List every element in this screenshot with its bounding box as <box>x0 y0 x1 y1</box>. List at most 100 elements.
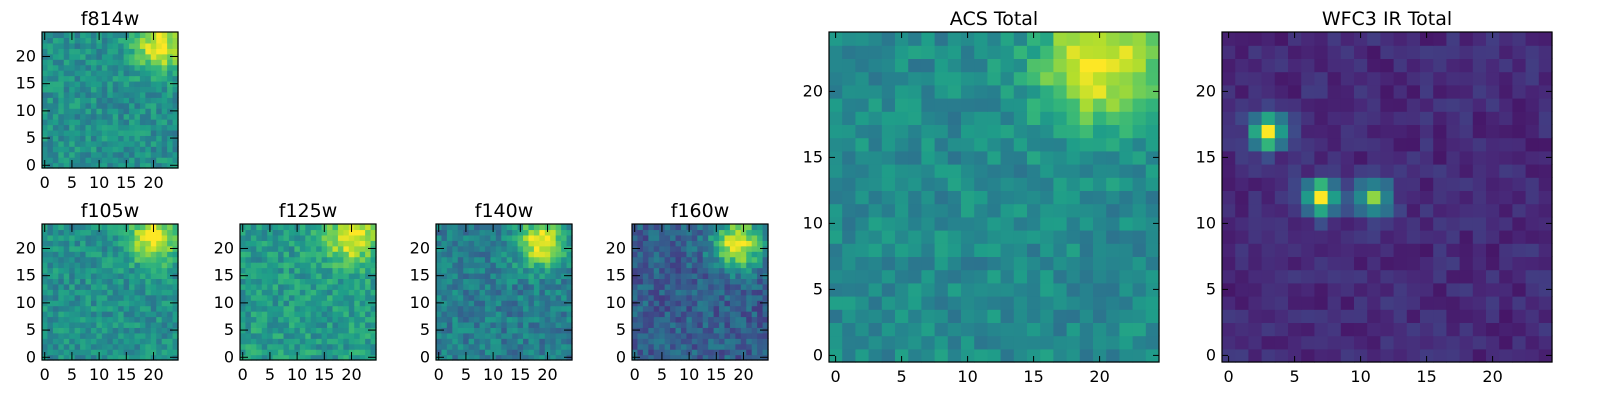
heatmap-cell <box>272 262 279 269</box>
heatmap-cell <box>245 224 252 231</box>
heatmap-cell <box>1367 282 1381 297</box>
heatmap-cell <box>523 262 530 269</box>
heatmap-cell <box>719 240 726 247</box>
heatmap-cell <box>713 272 720 279</box>
heatmap-cell <box>1314 216 1329 231</box>
heatmap-cell <box>256 272 263 279</box>
heatmap-cell <box>708 251 715 258</box>
heatmap-cell <box>129 157 136 164</box>
heatmap-cell <box>895 164 909 178</box>
heatmap-cell <box>1235 309 1249 323</box>
heatmap-cell <box>653 332 660 339</box>
heatmap-cell <box>337 256 344 263</box>
heatmap-cell <box>80 321 87 328</box>
heatmap-cell <box>74 229 81 236</box>
heatmap-cell <box>1393 309 1408 323</box>
heatmap-cell <box>740 240 747 247</box>
heatmap-cell <box>112 272 119 279</box>
heatmap-cell <box>123 37 130 44</box>
heatmap-cell <box>343 327 350 334</box>
heatmap-cell <box>490 251 497 258</box>
heatmap-cell <box>1512 71 1527 86</box>
heatmap-cell <box>490 294 497 301</box>
heatmap-cell <box>343 289 350 296</box>
heatmap-cell <box>118 224 125 231</box>
heatmap-cell <box>484 311 491 318</box>
heatmap-cell <box>1261 124 1276 139</box>
heatmap-cell <box>90 80 97 87</box>
x-tick-label: 10 <box>1350 367 1370 386</box>
heatmap-cell <box>134 278 141 285</box>
heatmap-cell <box>881 32 896 46</box>
heatmap-cell <box>934 296 949 310</box>
heatmap-cell <box>129 119 136 126</box>
heatmap-cell <box>686 267 693 274</box>
heatmap-cell <box>895 124 909 139</box>
heatmap-cell <box>670 262 677 269</box>
heatmap-cell <box>1274 243 1289 257</box>
heatmap-cell <box>1027 190 1041 205</box>
heatmap-cell <box>1066 58 1081 73</box>
heatmap-cell <box>868 282 883 297</box>
heatmap-cell <box>145 70 152 77</box>
heatmap-cell <box>868 296 883 310</box>
heatmap-cell <box>1340 282 1355 297</box>
heatmap-cell <box>632 234 639 241</box>
heatmap-cell <box>1525 84 1540 99</box>
heatmap-cell <box>365 294 372 301</box>
heatmap-cell <box>1393 45 1408 59</box>
heatmap-cell <box>1079 177 1094 191</box>
heatmap-cell <box>1040 137 1054 152</box>
heatmap-cell <box>452 224 459 231</box>
heatmap-cell <box>118 59 125 66</box>
heatmap-cell <box>1340 230 1355 244</box>
heatmap-cell <box>697 234 704 241</box>
heatmap-cell <box>337 278 344 285</box>
heatmap-cell <box>250 256 257 263</box>
heatmap-cell <box>517 321 524 328</box>
heatmap-cell <box>63 146 70 153</box>
heatmap-cell <box>463 251 470 258</box>
heatmap-cell <box>42 119 49 126</box>
heatmap-cell <box>1066 98 1081 112</box>
heatmap-cell <box>123 332 130 339</box>
heatmap-cell <box>145 162 152 169</box>
heatmap-cell <box>69 42 76 49</box>
heatmap-cell <box>908 322 922 337</box>
heatmap-cell <box>321 283 328 290</box>
heatmap-cell <box>1472 322 1487 337</box>
heatmap-cell <box>1393 164 1408 178</box>
heatmap-cell <box>523 316 530 323</box>
heatmap-cell <box>1459 98 1474 112</box>
axes-frame <box>41 223 179 361</box>
heatmap-cell <box>751 267 758 274</box>
heatmap-cell <box>101 91 108 98</box>
heatmap-cell <box>868 84 883 99</box>
heatmap-cell <box>441 354 448 361</box>
heatmap-cell <box>1327 256 1342 271</box>
heatmap-cell <box>1132 322 1147 337</box>
heatmap-cell <box>58 48 65 55</box>
heatmap-cell <box>1433 32 1447 46</box>
heatmap-cell <box>310 332 317 339</box>
heatmap-cell <box>842 282 856 297</box>
heatmap-cell <box>1000 98 1015 112</box>
heatmap-cell <box>294 283 301 290</box>
heatmap-cell <box>74 42 81 49</box>
y-tick-label: 10 <box>16 293 36 312</box>
heatmap-cell <box>172 349 179 356</box>
heatmap-cell <box>161 64 168 71</box>
heatmap-cell <box>370 338 377 345</box>
heatmap-cell <box>1079 111 1094 125</box>
heatmap-cell <box>719 224 726 231</box>
heatmap-cell <box>934 335 949 350</box>
heatmap-cell <box>85 157 92 164</box>
heatmap-cell <box>642 305 649 312</box>
heatmap-cell <box>1132 32 1147 46</box>
heatmap-cell <box>463 267 470 274</box>
heatmap-cell <box>74 267 81 274</box>
heatmap-cell <box>1235 98 1249 112</box>
heatmap-cell <box>947 137 962 152</box>
heatmap-cell <box>512 349 519 356</box>
heatmap-cell <box>675 283 682 290</box>
